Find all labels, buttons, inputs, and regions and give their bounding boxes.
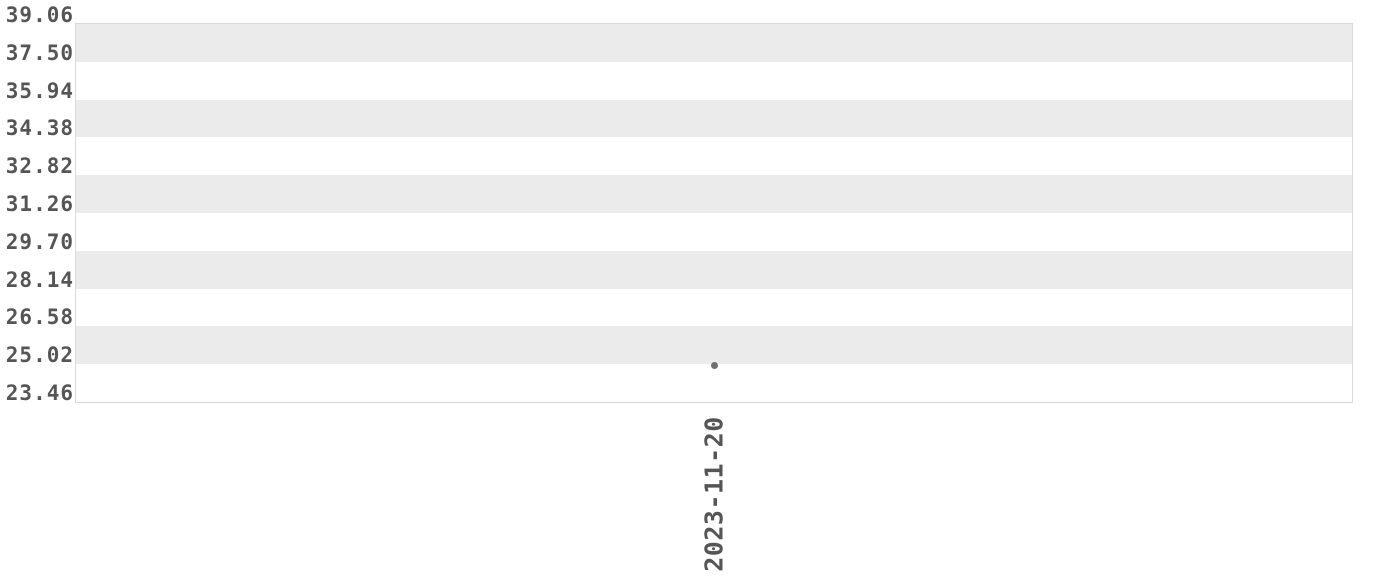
split-area-band — [76, 326, 1352, 365]
split-area-band — [76, 213, 1352, 251]
y-axis-tick-label: 29.70 — [5, 230, 74, 254]
y-axis-tick-label: 31.26 — [5, 192, 74, 216]
x-axis-tick-label: 2023-11-20 — [699, 416, 729, 572]
y-axis-tick-label: 34.38 — [5, 116, 74, 140]
y-axis-tick-label: 25.02 — [5, 343, 74, 367]
y-axis-tick-label: 37.50 — [5, 41, 74, 65]
y-axis-tick-label: 28.14 — [5, 268, 74, 292]
split-area-band — [76, 175, 1352, 213]
split-area-band — [76, 24, 1352, 62]
split-area-band — [76, 99, 1352, 138]
y-axis-tick-label: 39.06 — [5, 3, 74, 27]
split-area-band — [76, 137, 1352, 175]
split-area-band — [76, 62, 1352, 100]
y-axis-tick-label: 32.82 — [5, 154, 74, 178]
split-area-band — [76, 250, 1352, 289]
split-area-band — [76, 289, 1352, 327]
y-axis-tick-label: 23.46 — [5, 381, 74, 405]
split-area-band — [76, 364, 1352, 402]
scatter-data-point[interactable] — [710, 361, 718, 369]
y-axis-tick-label: 35.94 — [5, 79, 74, 103]
plot-area — [75, 23, 1353, 403]
y-axis-tick-label: 26.58 — [5, 305, 74, 329]
